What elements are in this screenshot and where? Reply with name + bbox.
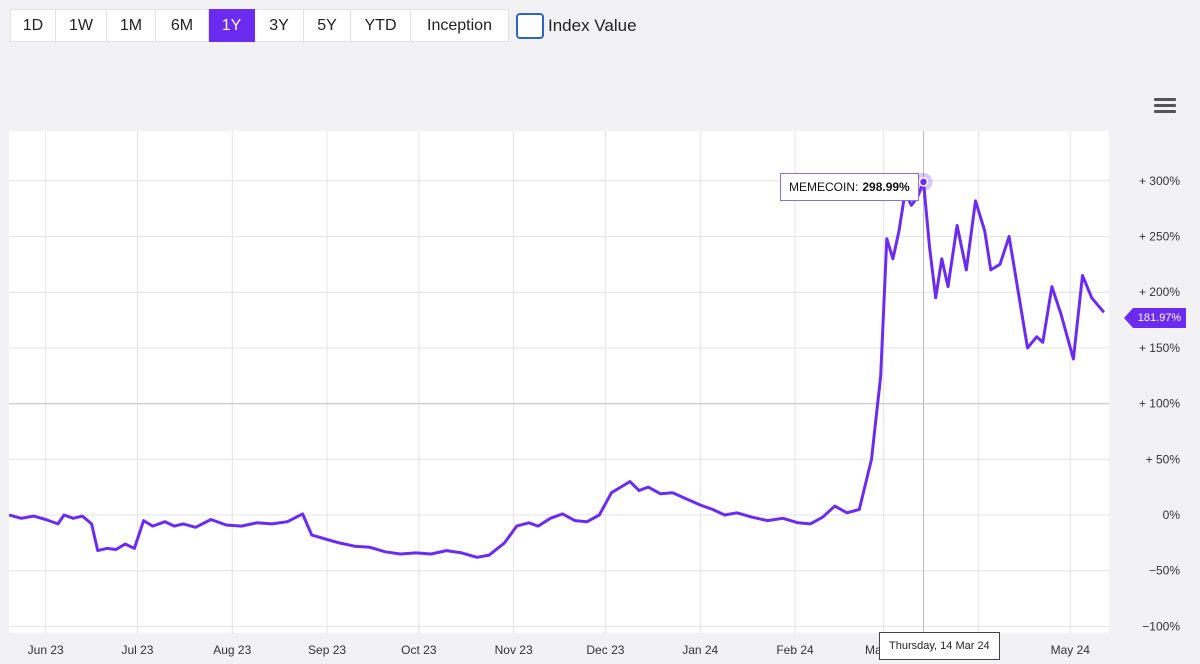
- range-1d-button[interactable]: 1D: [10, 9, 56, 42]
- x-tick-label: Feb 24: [776, 643, 814, 657]
- index-value-checkbox[interactable]: [516, 13, 544, 39]
- x-tick-label: Sep 23: [308, 643, 346, 657]
- last-value-label: 181.97%: [1124, 308, 1186, 328]
- y-tick-label: + 150%: [1139, 341, 1180, 355]
- x-tick-label: Jul 23: [121, 643, 153, 657]
- chart-area: Jun 23 Jul 23 Aug 23 Sep 23 Oct 23 Nov 23 Dec …: [9, 131, 1180, 657]
- series-line-memecoin: [9, 180, 1106, 559]
- chart-tooltip: MEMECOIN: 298.99%: [780, 173, 919, 201]
- x-tick-label: May 24: [1051, 643, 1091, 657]
- tooltip-value: 298.99%: [862, 180, 910, 194]
- y-tick-label: + 100%: [1139, 397, 1180, 411]
- index-value-label: Index Value: [548, 16, 637, 35]
- index-value-toggle[interactable]: Index Value: [516, 11, 637, 41]
- range-6m-button[interactable]: 6M: [156, 9, 209, 42]
- crosshair-date-label: Thursday, 14 Mar 24: [879, 632, 1000, 660]
- x-tick-label: Aug 23: [213, 643, 251, 657]
- tooltip-series: MEMECOIN:: [789, 180, 859, 194]
- y-tick-label: 0%: [1163, 508, 1181, 522]
- range-1m-button[interactable]: 1M: [107, 9, 156, 42]
- range-1y-button[interactable]: 1Y: [209, 9, 255, 42]
- range-5y-button[interactable]: 5Y: [304, 9, 351, 42]
- range-3y-button[interactable]: 3Y: [255, 9, 304, 42]
- range-ytd-button[interactable]: YTD: [351, 9, 411, 42]
- range-selector: 1D 1W 1M 6M 1Y 3Y 5Y YTD Inception: [10, 9, 509, 42]
- y-tick-label: + 200%: [1139, 285, 1180, 299]
- x-tick-label: Dec 23: [586, 643, 624, 657]
- x-tick-label: Nov 23: [495, 643, 533, 657]
- highlight-marker: [918, 177, 929, 187]
- y-tick-label: + 300%: [1139, 174, 1180, 188]
- y-tick-label: + 50%: [1146, 452, 1181, 466]
- range-inception-button[interactable]: Inception: [411, 9, 509, 42]
- x-tick-label: Oct 23: [401, 643, 437, 657]
- y-tick-label: + 250%: [1139, 230, 1180, 244]
- x-tick-label: Jun 23: [28, 643, 64, 657]
- x-tick-label: Jan 24: [682, 643, 718, 657]
- y-tick-label: −50%: [1149, 564, 1180, 578]
- range-1w-button[interactable]: 1W: [56, 9, 107, 42]
- line-chart: Jun 23 Jul 23 Aug 23 Sep 23 Oct 23 Nov 23 Dec …: [9, 131, 1181, 657]
- hamburger-menu-icon[interactable]: [1154, 98, 1176, 118]
- y-tick-label: −100%: [1142, 619, 1180, 633]
